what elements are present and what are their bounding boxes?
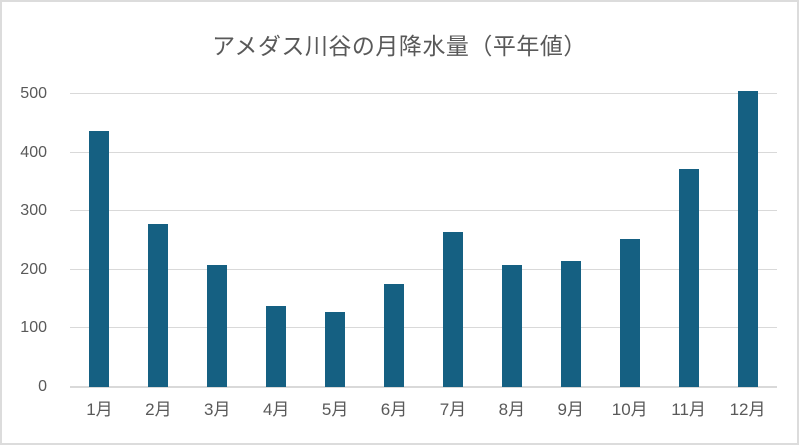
gridline-y100 [70, 327, 777, 329]
x-axis-label-3月: 3月 [204, 400, 231, 419]
x-axis-label-10月: 10月 [611, 400, 648, 419]
x-axis-label-11月: 11月 [671, 400, 706, 419]
gridline-y300 [70, 210, 777, 212]
x-axis-label-1月: 1月 [86, 400, 113, 419]
x-axis-label-9月: 9月 [557, 400, 585, 419]
bar-2月 [148, 224, 169, 387]
y-axis-label-200: 200 [20, 260, 47, 278]
bar-7月 [442, 231, 463, 387]
y-axis-label-0: 0 [38, 378, 47, 395]
bar-12月 [737, 91, 758, 387]
gridline-y400 [70, 151, 777, 153]
x-axis-label-5月: 5月 [321, 400, 349, 419]
bar-4月 [266, 306, 287, 387]
bar-5月 [325, 312, 346, 387]
y-axis-label-500: 500 [20, 85, 47, 102]
x-axis-label-8月: 8月 [498, 400, 526, 419]
x-axis-line [70, 386, 777, 388]
gridline-y500 [70, 93, 777, 94]
bar-9月 [560, 261, 581, 387]
bar-1月 [89, 130, 110, 387]
x-axis-label-4月: 4月 [262, 400, 290, 419]
x-axis-label-2月: 2月 [145, 400, 172, 419]
y-axis-label-300: 300 [20, 202, 47, 220]
bar-6月 [384, 283, 405, 387]
gridline-y200 [70, 268, 777, 270]
bar-10月 [619, 238, 640, 387]
bar-3月 [207, 265, 228, 387]
y-axis-label-100: 100 [20, 319, 47, 337]
x-axis-label-7月: 7月 [439, 400, 467, 419]
y-axis-label-400: 400 [20, 143, 47, 161]
x-axis-label-12月: 12月 [729, 400, 766, 419]
x-axis-label-6月: 6月 [380, 400, 408, 419]
bar-11月 [678, 169, 699, 387]
bar-8月 [501, 265, 522, 387]
plot-area [70, 91, 777, 388]
chart-title: アメダス川谷の月降水量（平年値） [212, 33, 587, 59]
